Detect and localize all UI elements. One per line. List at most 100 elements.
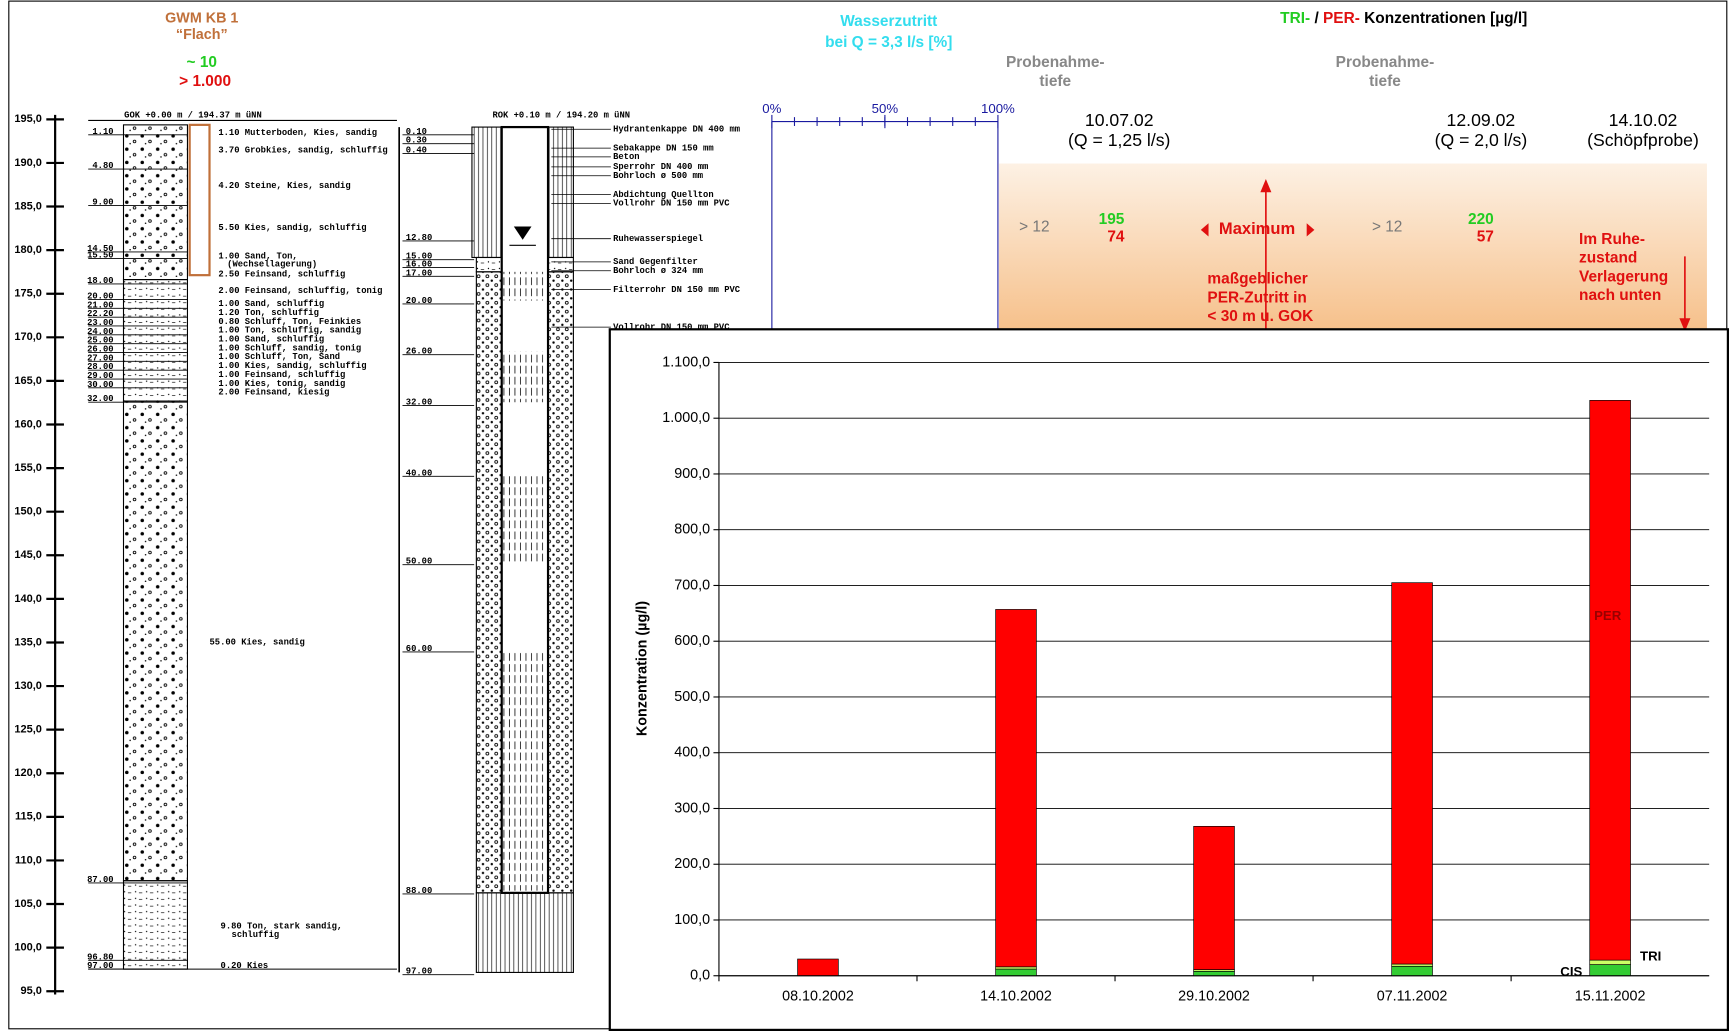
- well-depth: 40.00: [406, 468, 432, 478]
- log-reference: GOK +0.00 m / 194.37 m üNN: [124, 110, 262, 120]
- well-part: Sebakappe DN 150 mm: [613, 143, 714, 153]
- well-depth: 0.40: [406, 146, 427, 156]
- down-arrow-head: [1679, 318, 1691, 332]
- conc-title-part: /: [1310, 10, 1323, 27]
- well-depth: 16.00: [406, 259, 432, 269]
- inflow-title: Wasserzutritt: [840, 13, 937, 30]
- layer-depth: 26.00: [87, 345, 113, 355]
- well-part: Vollrohr DN 150 mm PVC: [613, 199, 730, 209]
- series-label: TRI: [1640, 948, 1661, 963]
- elevation-tick-label: 180,0: [14, 244, 42, 256]
- layer-depth: 23.00: [87, 318, 113, 328]
- layer-text: 1.10 Mutterboden, Kies, sandig: [218, 128, 377, 138]
- up-arrow-head: [1260, 179, 1272, 193]
- well-part: Bohrloch ø 324 mm: [613, 266, 703, 276]
- conc-title: TRI- / PER- Konzentrationen [µg/l]: [1280, 10, 1527, 27]
- bar-segment: [1589, 964, 1631, 977]
- well-part: Filterrohr DN 150 mm PVC: [613, 285, 741, 295]
- x-tick-label: 07.11.2002: [1377, 989, 1448, 1005]
- y-tick-label: 100,0: [674, 912, 710, 928]
- layer-text: 1.00 Kies, sandig, schluffig: [218, 361, 366, 371]
- well-part: Bohrloch ø 500 mm: [613, 171, 703, 181]
- per-inflow-note: < 30 m u. GOK: [1207, 308, 1313, 325]
- x-tick-label: 15.11.2002: [1575, 989, 1646, 1005]
- well-part: Vollrohr DN 150 mm PVC: [613, 322, 730, 332]
- well-depth: 32.00: [406, 398, 432, 408]
- conc-title-part: Konzentrationen [µg/l]: [1360, 10, 1527, 27]
- conc-title-part: PER-: [1323, 10, 1360, 27]
- well-part: Beton: [613, 152, 639, 162]
- concentration-band: [999, 163, 1707, 332]
- well-depth: 12.80: [406, 233, 432, 243]
- y-tick-label: 600,0: [674, 633, 710, 649]
- y-axis-title: Konzentration (µg/l): [635, 601, 651, 736]
- layer-text: 1.00 Ton, schluffig, sandig: [218, 326, 361, 336]
- bar-segment: [1391, 582, 1433, 965]
- elevation-tick-label: 140,0: [14, 593, 42, 605]
- bar-segment: [1391, 965, 1433, 977]
- layer-depth: 1.10: [92, 127, 113, 137]
- layer-text: 0.80 Schluff, Ton, Feinkies: [218, 317, 361, 327]
- well-depth: 88.00: [406, 886, 432, 896]
- well-depth: 0.10: [406, 127, 427, 137]
- bar-segment: [1193, 825, 1235, 970]
- well-depth: 20.00: [406, 296, 432, 306]
- well-depth: 97.00: [406, 967, 432, 977]
- bar-segment: [797, 958, 839, 977]
- layer-depth: 25.00: [87, 336, 113, 346]
- well-per: > 1.000: [179, 73, 231, 90]
- layer-text: 2.00 Feinsand, kiesig: [218, 388, 329, 398]
- elevation-tick-label: 95,0: [20, 985, 41, 997]
- elevation-tick-label: 135,0: [14, 636, 42, 648]
- well-depth: 26.00: [406, 347, 432, 357]
- bar-segment: [995, 609, 1037, 968]
- elevation-tick-label: 115,0: [15, 811, 42, 823]
- result-per: 57: [1477, 229, 1494, 246]
- layer-text: 5.50 Kies, sandig, schluffig: [218, 223, 366, 233]
- layer-depth: 9.00: [92, 198, 113, 208]
- elevation-tick-label: 155,0: [14, 462, 42, 474]
- sample-q: (Q = 1,25 l/s): [1068, 130, 1170, 150]
- y-tick-label: 400,0: [674, 745, 710, 761]
- sample-date: 12.09.02: [1447, 110, 1516, 130]
- result-depth: > 12: [1372, 219, 1402, 236]
- well-depth: 0.30: [406, 136, 427, 146]
- well-part: Ruhewasserspiegel: [613, 234, 703, 244]
- layer-text: 1.00 Sand, schluffig: [218, 299, 324, 309]
- y-tick-label: 300,0: [674, 800, 710, 816]
- y-tick-label: 1.000,0: [662, 410, 710, 426]
- log-screen: [188, 123, 211, 277]
- layer-depth: 4.80: [92, 161, 113, 171]
- well-depth: 17.00: [406, 268, 432, 278]
- conc-title-part: TRI-: [1280, 10, 1310, 27]
- layer-depth: 32.00: [87, 394, 113, 404]
- elevation-tick-label: 145,0: [14, 549, 42, 561]
- rest-note: nach unten: [1579, 287, 1661, 304]
- sampling-depth: Probenahme-: [1336, 54, 1435, 71]
- well-depth: 15.00: [406, 252, 432, 262]
- layer-text: 1.00 Schluff, Ton, Sand: [218, 352, 340, 362]
- elevation-tick-label: 105,0: [14, 898, 42, 910]
- elevation-tick-label: 100,0: [14, 942, 42, 954]
- layer-text: 1.00 Sand, Ton,: [218, 252, 297, 262]
- layer-depth: 96.80: [87, 952, 113, 962]
- well-depth: 50.00: [406, 557, 432, 567]
- well-part: Sperrohr DN 400 mm: [613, 162, 708, 172]
- bar-segment: [995, 968, 1037, 977]
- well-title: GWM KB 1: [165, 11, 238, 27]
- x-tick-label: 08.10.2002: [782, 989, 854, 1005]
- sample-date: 10.07.02: [1085, 110, 1154, 130]
- well-depth: 60.00: [406, 644, 432, 654]
- arrow-right: [1306, 223, 1315, 237]
- layer-depth: 14.50: [87, 244, 113, 254]
- sample-date: 14.10.02: [1609, 110, 1678, 130]
- chart-panel: [608, 328, 1729, 1031]
- layer-depth: 18.00: [87, 276, 113, 286]
- bar-segment: [1193, 970, 1235, 977]
- layer-depth: 30.00: [87, 380, 113, 390]
- layer-depth: 97.00: [87, 961, 113, 971]
- layer-text: 55.00 Kies, sandig: [210, 637, 305, 647]
- x-tick-label: 14.10.2002: [980, 989, 1052, 1005]
- inflow-tick-label: 50%: [872, 101, 899, 116]
